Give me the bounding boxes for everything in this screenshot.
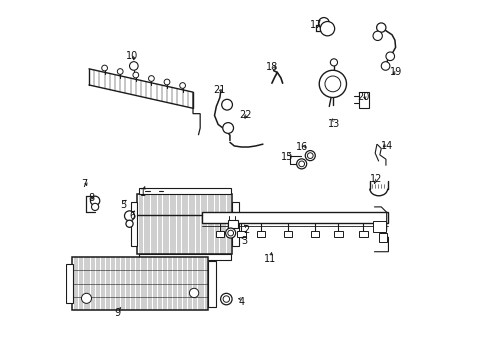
Bar	[72, 257, 208, 310]
Circle shape	[91, 196, 100, 206]
Text: 17: 17	[310, 20, 322, 30]
Bar	[334, 231, 343, 237]
Circle shape	[307, 153, 313, 158]
Circle shape	[117, 69, 123, 75]
Bar	[232, 202, 239, 246]
Bar	[139, 188, 231, 194]
Circle shape	[180, 83, 186, 88]
Text: 22: 22	[240, 110, 252, 120]
Text: 2: 2	[244, 225, 250, 235]
Circle shape	[381, 62, 390, 70]
Circle shape	[225, 228, 236, 238]
Circle shape	[223, 296, 230, 302]
Circle shape	[220, 293, 232, 305]
Text: 15: 15	[281, 152, 294, 162]
Circle shape	[92, 203, 98, 211]
Text: 13: 13	[328, 120, 340, 129]
Text: 20: 20	[357, 92, 369, 102]
Circle shape	[133, 72, 139, 78]
Text: 18: 18	[266, 62, 278, 72]
Text: 3: 3	[241, 236, 247, 246]
Text: 1: 1	[140, 188, 146, 198]
Text: 9: 9	[115, 308, 121, 318]
Text: 11: 11	[264, 254, 276, 264]
Text: 5: 5	[120, 200, 126, 210]
Circle shape	[129, 62, 138, 70]
Text: 14: 14	[381, 141, 393, 151]
Circle shape	[126, 220, 133, 227]
Bar	[237, 231, 245, 237]
Text: 12: 12	[370, 174, 382, 184]
Bar	[373, 221, 386, 232]
Circle shape	[190, 288, 199, 298]
Bar	[311, 231, 319, 237]
Text: 10: 10	[126, 51, 138, 61]
Circle shape	[318, 18, 329, 28]
Bar	[379, 233, 387, 242]
Circle shape	[221, 99, 232, 110]
Bar	[216, 231, 224, 237]
Circle shape	[319, 70, 346, 98]
Text: 8: 8	[89, 193, 95, 203]
Text: 21: 21	[213, 85, 225, 95]
Circle shape	[81, 293, 92, 303]
Circle shape	[377, 23, 386, 32]
Circle shape	[124, 211, 135, 221]
Bar	[359, 231, 368, 237]
Circle shape	[223, 123, 234, 134]
Bar	[66, 264, 73, 303]
Circle shape	[296, 159, 307, 169]
Bar	[131, 202, 137, 246]
Circle shape	[325, 76, 341, 92]
Bar	[137, 194, 232, 253]
Text: 7: 7	[81, 179, 88, 189]
Circle shape	[299, 161, 304, 167]
Circle shape	[330, 59, 338, 66]
Circle shape	[320, 22, 335, 36]
Bar	[228, 220, 238, 228]
Bar	[202, 212, 389, 223]
Circle shape	[228, 230, 234, 236]
Text: 6: 6	[129, 211, 135, 221]
Bar	[139, 253, 231, 260]
Text: 19: 19	[390, 67, 402, 77]
Circle shape	[148, 76, 154, 81]
Circle shape	[373, 31, 382, 41]
Bar	[284, 231, 293, 237]
Circle shape	[305, 150, 315, 161]
Bar	[208, 261, 216, 307]
Text: 16: 16	[296, 142, 309, 152]
Text: 4: 4	[238, 297, 245, 307]
Bar	[359, 92, 369, 108]
Bar	[257, 231, 266, 237]
Circle shape	[102, 65, 107, 71]
Circle shape	[164, 79, 170, 85]
Circle shape	[386, 52, 394, 60]
